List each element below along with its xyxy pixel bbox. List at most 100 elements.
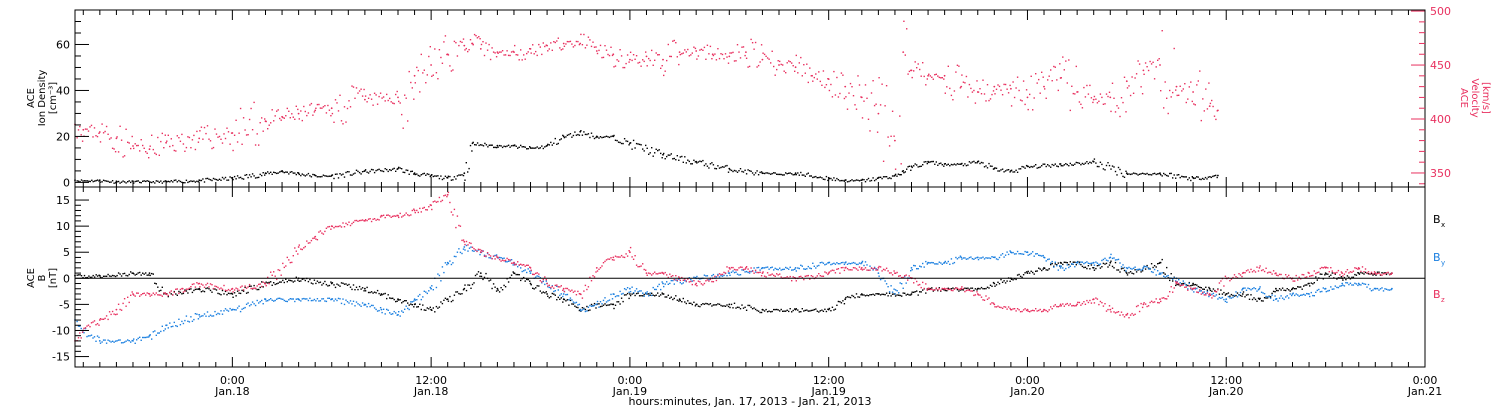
data-point — [1117, 107, 1120, 109]
data-point — [1098, 264, 1100, 267]
data-point — [763, 53, 766, 56]
data-point — [198, 179, 201, 182]
data-point — [1029, 93, 1031, 96]
data-point — [206, 125, 209, 127]
data-point — [241, 143, 243, 145]
data-point — [1236, 296, 1239, 298]
data-point — [652, 286, 654, 289]
data-point — [173, 321, 175, 324]
data-point — [1137, 60, 1139, 62]
data-point — [1260, 269, 1263, 272]
data-point — [960, 163, 963, 165]
data-point — [1080, 164, 1082, 166]
data-point — [101, 277, 103, 279]
density-axis-title-line1: ACE — [26, 88, 37, 108]
data-point — [1190, 285, 1192, 287]
data-point — [259, 286, 261, 289]
data-point — [890, 295, 892, 297]
data-point — [309, 175, 311, 177]
data-point — [929, 262, 931, 264]
data-point — [339, 285, 341, 287]
data-point — [870, 267, 873, 269]
data-point — [92, 180, 94, 183]
data-point — [1184, 286, 1186, 288]
data-point — [151, 272, 153, 275]
data-point — [839, 301, 841, 303]
data-point — [661, 292, 663, 294]
data-point — [873, 267, 876, 269]
data-point — [1173, 276, 1175, 279]
data-point — [804, 175, 806, 177]
data-point — [420, 174, 422, 176]
data-point — [629, 251, 631, 254]
data-point — [550, 286, 552, 289]
data-point — [927, 160, 929, 163]
data-point — [717, 303, 719, 305]
data-point — [1348, 276, 1350, 278]
data-point — [187, 181, 189, 184]
data-point — [98, 324, 100, 326]
data-point — [1071, 164, 1073, 166]
data-point — [807, 274, 809, 277]
data-point — [602, 136, 605, 138]
data-point — [449, 295, 451, 298]
data-point — [1018, 273, 1020, 276]
data-point — [857, 263, 859, 266]
data-point — [420, 53, 422, 56]
data-point — [405, 169, 407, 171]
data-point — [1144, 62, 1147, 64]
data-point — [114, 275, 117, 278]
data-point — [628, 61, 630, 63]
data-point — [354, 172, 356, 174]
data-point — [212, 315, 215, 317]
data-point — [1059, 77, 1062, 79]
data-point — [221, 142, 224, 144]
data-point — [142, 336, 144, 339]
data-point — [346, 284, 349, 286]
data-point — [553, 293, 555, 295]
data-point — [292, 116, 294, 118]
data-point — [244, 285, 246, 287]
data-point — [211, 179, 213, 182]
data-point — [397, 167, 399, 170]
data-point — [90, 322, 93, 324]
data-point — [227, 292, 230, 294]
data-point — [297, 298, 300, 301]
data-point — [88, 180, 90, 182]
data-point — [476, 250, 478, 253]
data-point — [1062, 56, 1064, 58]
data-point — [282, 116, 284, 119]
data-point — [364, 287, 366, 290]
data-point — [869, 130, 871, 132]
data-point — [1292, 287, 1294, 289]
data-point — [157, 332, 159, 334]
data-point — [1301, 288, 1303, 290]
data-point — [443, 299, 445, 301]
data-point — [214, 288, 216, 290]
data-point — [310, 239, 313, 242]
data-point — [831, 306, 834, 308]
data-point — [1184, 282, 1186, 285]
data-point — [906, 28, 908, 30]
data-point — [420, 298, 422, 301]
data-point — [1150, 263, 1153, 265]
data-point — [946, 287, 948, 290]
data-point — [1277, 300, 1279, 302]
data-point — [786, 276, 788, 278]
data-point — [667, 43, 669, 46]
data-point — [598, 268, 600, 270]
data-point — [1170, 286, 1172, 288]
data-point — [747, 268, 749, 270]
data-point — [626, 140, 629, 143]
data-point — [127, 141, 129, 143]
data-point — [943, 289, 945, 291]
data-point — [501, 50, 504, 52]
data-point — [495, 255, 498, 257]
data-point — [940, 262, 942, 264]
data-point — [286, 281, 288, 283]
data-point — [176, 181, 178, 183]
data-point — [1176, 94, 1178, 97]
data-point — [1197, 291, 1199, 294]
data-point — [1160, 174, 1162, 176]
data-point — [190, 288, 192, 290]
